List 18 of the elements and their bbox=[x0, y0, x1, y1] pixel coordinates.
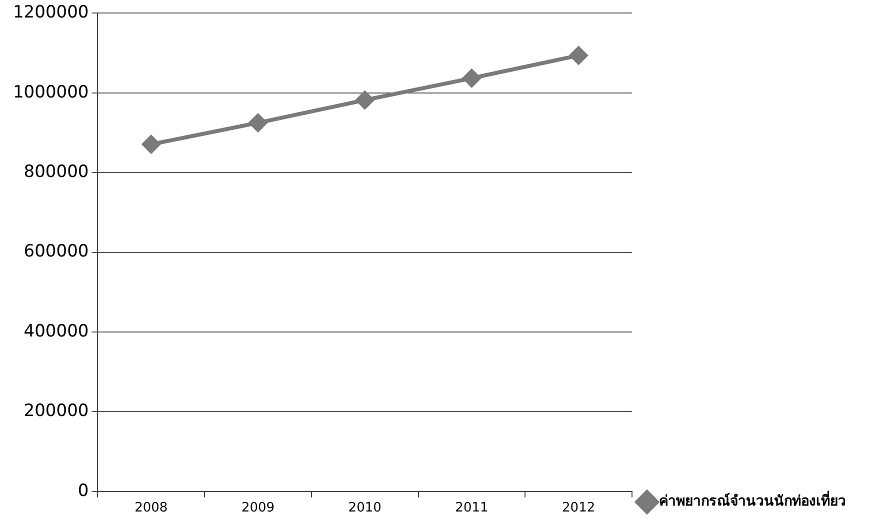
y-tick-label: 1200000 bbox=[12, 2, 89, 23]
y-tick-label: 200000 bbox=[24, 401, 89, 422]
point bbox=[570, 46, 588, 64]
point bbox=[249, 114, 267, 132]
x-tick-label: 2012 bbox=[562, 500, 596, 516]
y-tick-label: 0 bbox=[78, 480, 89, 501]
y-tick-label: 800000 bbox=[24, 162, 89, 182]
x-tick-label: 2011 bbox=[455, 500, 488, 516]
x-tick-label: 2009 bbox=[241, 500, 275, 516]
x-tick-label: 2010 bbox=[348, 500, 382, 516]
point bbox=[462, 69, 481, 88]
y-tick-label: 400000 bbox=[24, 321, 89, 342]
point bbox=[356, 91, 374, 110]
legend-label: ค่าพยากรณ์จำนวนนักท่องเที่ยว bbox=[659, 490, 846, 510]
x-tick-label: 2008 bbox=[134, 500, 168, 516]
y-tick-label: 1000000 bbox=[12, 82, 89, 102]
point bbox=[142, 135, 160, 154]
y-tick-label: 600000 bbox=[24, 242, 89, 262]
